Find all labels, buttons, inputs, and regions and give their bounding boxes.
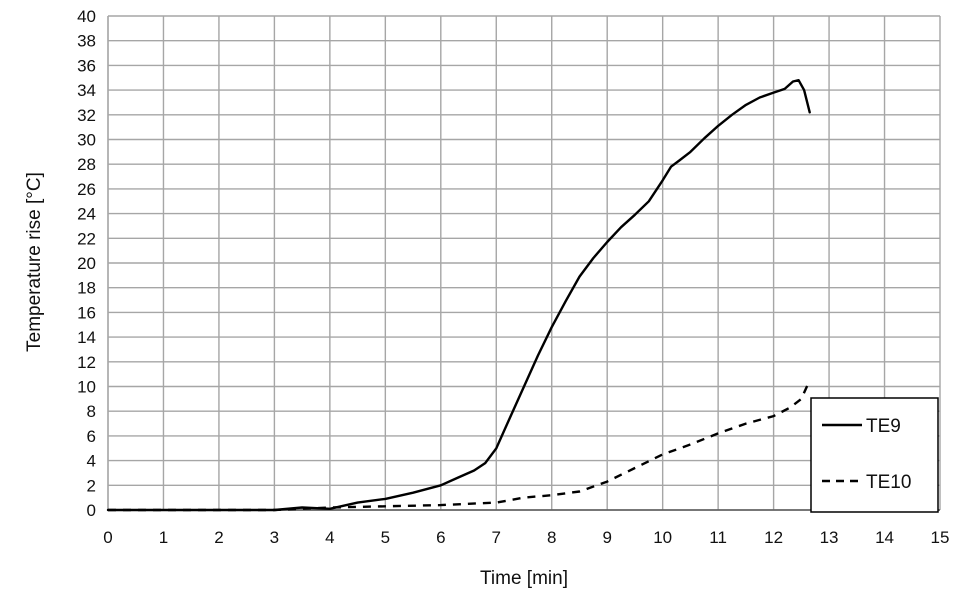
y-tick-label: 20 [77,254,96,273]
y-tick-label: 16 [77,303,96,322]
y-tick-label: 4 [87,452,96,471]
x-tick-label: 7 [492,528,501,547]
y-tick-label: 38 [77,32,96,51]
legend-box [810,397,939,513]
y-tick-label: 8 [87,402,96,421]
x-tick-label: 5 [381,528,390,547]
y-tick-label: 34 [77,81,96,100]
x-tick-label: 4 [325,528,334,547]
y-tick-label: 26 [77,180,96,199]
y-tick-label: 6 [87,427,96,446]
y-tick-label: 2 [87,476,96,495]
y-tick-label: 18 [77,279,96,298]
x-tick-label: 8 [547,528,556,547]
x-tick-label: 9 [602,528,611,547]
legend: TE9 TE10 [810,397,939,513]
y-tick-label: 14 [77,328,96,347]
x-tick-label: 14 [875,528,894,547]
y-tick-label: 24 [77,205,96,224]
y-tick-label: 32 [77,106,96,125]
y-tick-label: 10 [77,378,96,397]
series-line-te10 [108,379,811,512]
series-layer [106,79,811,512]
x-tick-label: 15 [931,528,950,547]
x-tick-label: 13 [820,528,839,547]
y-tick-label: 0 [87,501,96,520]
x-tick-label: 12 [764,528,783,547]
y-tick-label: 36 [77,56,96,75]
x-axis-title: Time [min] [480,568,568,589]
y-tick-label: 22 [77,229,96,248]
legend-label-te10: TE10 [866,472,911,493]
legend-label-te9: TE9 [866,416,901,437]
y-tick-label: 28 [77,155,96,174]
series-line-te9 [106,79,811,512]
x-tick-label: 11 [709,528,727,547]
tick-labels: 0 1 2 3 4 5 6 7 8 9 10 11 12 13 14 15024681012141618202… [77,7,949,547]
y-axis-title: Temperature rise [°C] [24,172,45,352]
y-tick-label: 40 [77,7,96,26]
x-tick-label: 3 [270,528,279,547]
x-tick-label: 2 [214,528,223,547]
x-tick-label: 0 [103,528,112,547]
x-tick-label: 6 [436,528,445,547]
y-tick-label: 30 [77,131,96,150]
x-tick-label: 10 [653,528,672,547]
y-tick-label: 12 [77,353,96,372]
x-tick-label: 1 [159,528,168,547]
